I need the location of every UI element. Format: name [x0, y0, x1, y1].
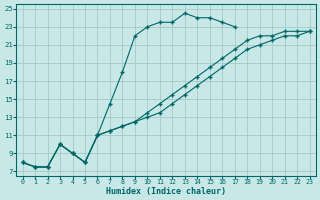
X-axis label: Humidex (Indice chaleur): Humidex (Indice chaleur)	[106, 187, 226, 196]
